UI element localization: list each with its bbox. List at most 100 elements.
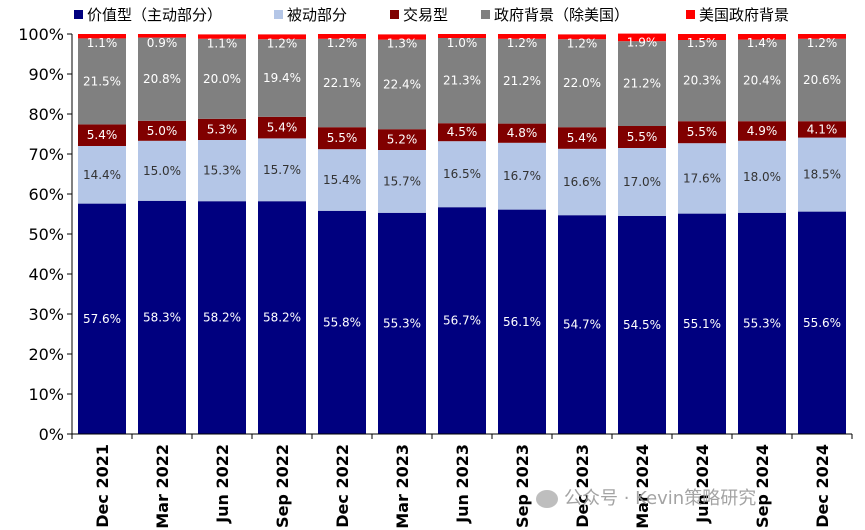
x-tick-label-10: Jun 2024 [693,444,712,524]
value-label-4-10: 1.5% [687,36,718,50]
bar-segment-4-2 [198,34,246,39]
value-label-4-7: 1.2% [507,36,538,50]
bar-segment-3-3 [258,39,306,117]
bar-segment-4-7 [498,34,546,39]
bar-segment-2-9 [618,126,666,148]
value-label-3-2: 20.0% [203,72,241,86]
bar-segment-1-1 [138,140,186,201]
bar-segment-1-3 [258,138,306,202]
bar-segment-4-3 [258,34,306,40]
bar-segment-0-12 [798,211,846,434]
bar-segment-1-0 [78,146,126,204]
y-tick-label-9: 90% [28,65,64,84]
legend-swatch-0 [74,10,83,19]
legend-swatch-2 [390,10,399,19]
bar-segment-3-0 [78,38,126,125]
x-tick-label-8: Dec 2023 [573,444,592,528]
value-label-0-6: 56.7% [443,314,481,328]
bar-segment-4-5 [378,34,426,40]
value-label-3-3: 19.4% [263,71,301,85]
x-tick-label-9: Mar 2024 [633,444,652,529]
x-tick-label-0: Dec 2021 [93,444,112,528]
bar-segment-0-1 [138,200,186,434]
y-tick-label-1: 10% [28,385,64,404]
value-label-0-12: 55.6% [803,316,841,330]
legend: 价值型（主动部分） 被动部分 交易型 政府背景（除美国） 美国政府背景 [74,6,789,24]
y-tick-label-6: 60% [28,185,64,204]
value-label-0-2: 58.2% [203,311,241,325]
bar-segment-4-11 [738,34,786,40]
x-tick-label-7: Sep 2023 [513,444,532,528]
legend-swatch-4 [686,10,695,19]
bar-segment-3-5 [378,39,426,130]
bar-segment-1-10 [678,143,726,214]
x-tick-label-5: Mar 2023 [393,444,412,529]
bar-segment-2-12 [798,121,846,138]
value-label-1-9: 17.0% [623,175,661,189]
legend-swatch-1 [274,10,283,19]
bar-segment-3-10 [678,40,726,122]
value-label-1-5: 15.7% [383,174,421,188]
y-tick-label-2: 20% [28,345,64,364]
bar-segment-3-7 [498,38,546,124]
x-tick-label-11: Sep 2024 [753,444,772,528]
x-tick-label-12: Dec 2024 [813,444,832,528]
axes: 0% 10% 20% 30% 40% 50% 60% 70% 80% 90% 100% Dec 202… [18,25,853,529]
value-label-2-10: 5.5% [687,125,718,139]
y-tick-label-10: 100% [18,25,64,44]
x-tick-label-6: Jun 2023 [453,444,472,524]
value-label-3-5: 22.4% [383,77,421,91]
legend-label-3: 政府背景（除美国） [494,6,629,24]
value-label-4-11: 1.4% [747,36,778,50]
bar-segment-1-7 [498,142,546,210]
value-label-2-4: 5.5% [327,131,358,145]
bar-segment-2-3 [258,116,306,139]
y-tick-label-8: 80% [28,105,64,124]
value-label-1-8: 16.6% [563,175,601,189]
value-label-1-10: 17.6% [683,171,721,185]
value-label-2-1: 5.0% [147,124,178,138]
value-label-2-6: 4.5% [447,125,478,139]
legend-swatch-3 [481,10,490,19]
bar-segment-1-2 [198,140,246,202]
value-labels: 57.6% 14.4% 5.4% 21.5% 1.1% 58.3% 15.0% 5.0% 20.… [83,36,841,332]
bar-segment-2-5 [378,129,426,150]
bar-segment-0-5 [378,212,426,434]
bar-segment-4-0 [78,34,126,39]
bar-segment-0-7 [498,209,546,434]
bar-segment-4-1 [138,34,186,38]
bar-segment-0-3 [258,201,306,434]
value-label-3-4: 22.1% [323,76,361,90]
bar-segment-3-8 [558,39,606,128]
bar-segment-0-10 [678,213,726,434]
bar-segment-4-10 [678,34,726,40]
value-label-2-11: 4.9% [747,124,778,138]
bar-segment-2-4 [318,127,366,150]
value-label-2-8: 5.4% [567,131,598,145]
value-label-2-5: 5.2% [387,133,418,147]
wechat-icon [536,490,558,508]
value-label-0-3: 58.2% [263,311,301,325]
value-label-3-7: 21.2% [503,74,541,88]
value-label-0-9: 54.5% [623,318,661,332]
bar-segment-1-9 [618,148,666,216]
bars [78,33,846,434]
value-label-4-1: 0.9% [147,36,178,50]
value-label-3-10: 20.3% [683,74,721,88]
value-label-1-1: 15.0% [143,164,181,178]
value-label-3-12: 20.6% [803,73,841,87]
value-label-0-1: 58.3% [143,310,181,324]
legend-label-2: 交易型 [403,6,448,24]
value-label-2-0: 5.4% [87,128,118,142]
value-label-1-7: 16.7% [503,169,541,183]
value-label-3-0: 21.5% [83,74,121,88]
bar-segment-4-4 [318,34,366,39]
bar-segment-0-2 [198,201,246,434]
watermark: 公众号 · Kevin策略研究 [536,484,756,510]
y-tick-label-0: 0% [39,425,64,444]
value-label-4-2: 1.1% [207,36,238,50]
value-label-1-12: 18.5% [803,168,841,182]
value-label-1-0: 14.4% [83,168,121,182]
value-label-4-5: 1.3% [387,36,418,50]
